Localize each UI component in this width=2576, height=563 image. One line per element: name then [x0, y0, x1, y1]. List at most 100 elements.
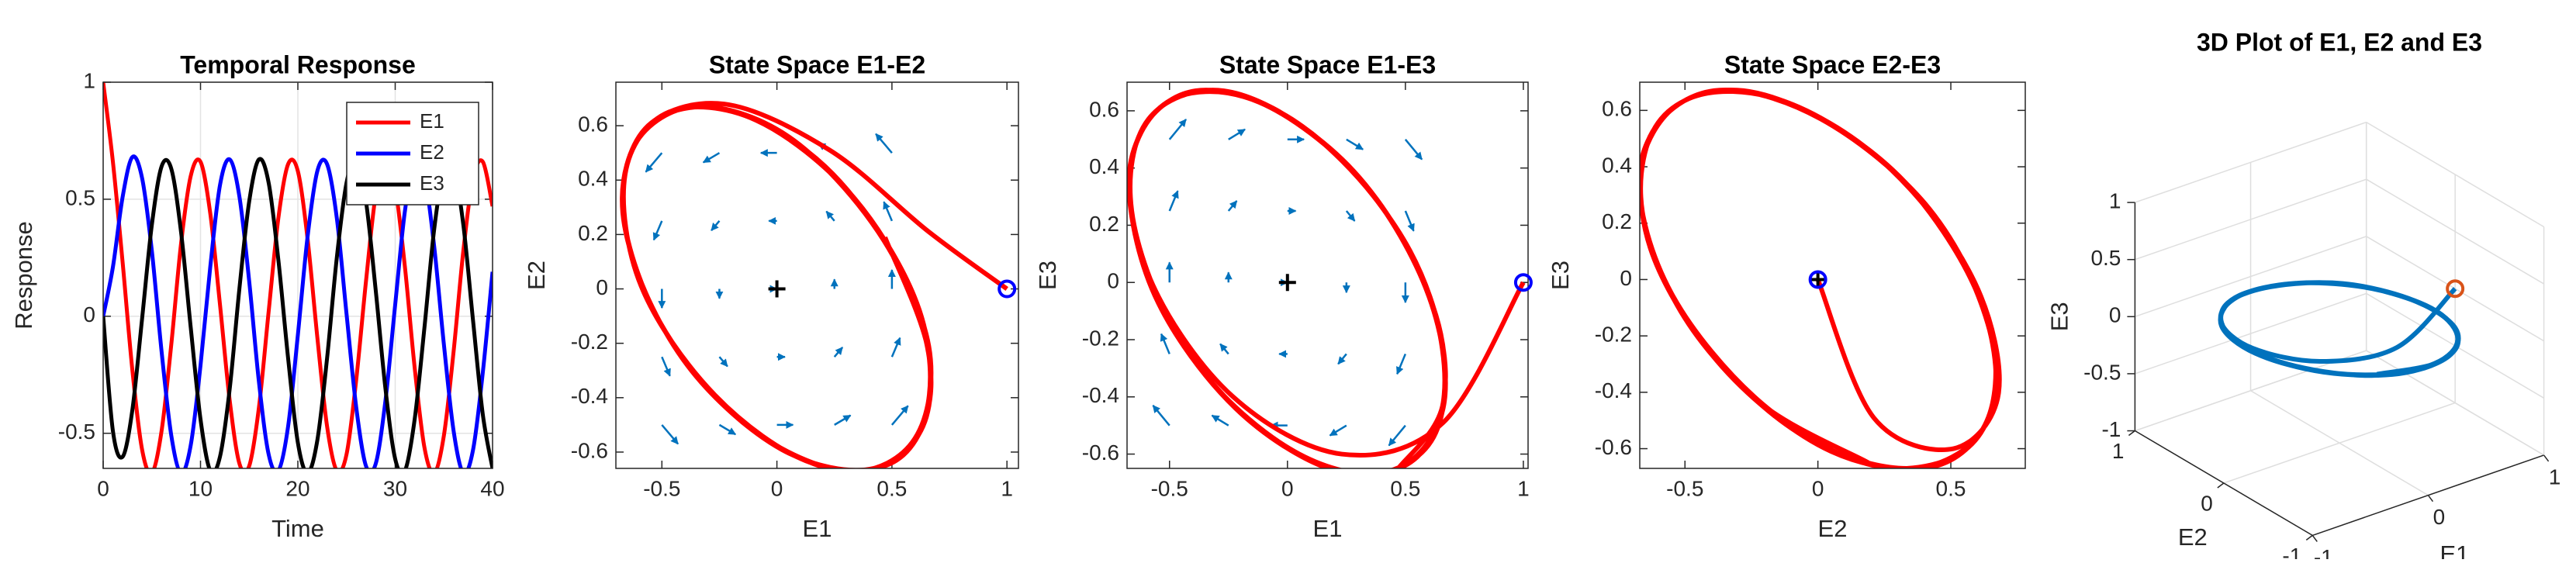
quiver-arrow: [834, 414, 852, 426]
panel: 0 10 20 30 40 -0.5 0 0.5 1 E1 E2 E3 Temporal Respons…: [10, 50, 504, 542]
grid-line: [2135, 121, 2367, 203]
y-tick-label: -0.6: [1082, 440, 1119, 465]
x-axis-label: E1: [2439, 541, 2469, 559]
start-marker: [2446, 279, 2465, 299]
legend-label: E1: [420, 109, 444, 133]
axes-frame: [615, 81, 1019, 469]
quiver-arrow: [1168, 119, 1187, 140]
quiver-arrow: [1346, 138, 1364, 150]
quiver-arrow: [1168, 190, 1179, 212]
x-tick-label: 0: [2433, 505, 2446, 529]
x-tick-label: 1: [2549, 465, 2561, 489]
x-tick-label: -0.5: [643, 476, 680, 500]
x-tick-label: 0: [771, 476, 783, 500]
quiver-arrow: [1345, 210, 1356, 222]
axis-line: [2135, 430, 2313, 537]
axes-frame: [1639, 81, 2026, 469]
start-marker: [1808, 270, 1827, 289]
quiver-arrow: [1160, 333, 1170, 354]
y-tick-label: -0.6: [571, 438, 608, 462]
y-axis-label: Response: [10, 221, 37, 330]
legend-label: E2: [420, 140, 444, 164]
quiver-arrow: [1219, 343, 1229, 355]
quiver-arrow: [825, 210, 835, 222]
series-line: [103, 157, 493, 468]
start-marker: [1513, 273, 1533, 292]
quiver-arrow: [661, 356, 671, 377]
x-tick-label: 10: [188, 476, 213, 500]
x-axis-label: E1: [1313, 515, 1343, 542]
trajectory: [1640, 88, 2002, 468]
legend: E1 E2 E3: [346, 102, 479, 206]
y-tick-label: 0.2: [1089, 212, 1119, 236]
y-tick: [2305, 534, 2313, 541]
y-tick: [2128, 430, 2135, 437]
axis-line: [2312, 454, 2544, 537]
y-axis-label: E3: [1547, 261, 1574, 290]
quiver-arrow: [718, 356, 728, 368]
quiver-arrow: [1228, 128, 1246, 140]
y-tick-label: 0.2: [578, 221, 608, 245]
quiver-arrow: [875, 133, 893, 154]
y-tick-label: -0.6: [1595, 435, 1632, 459]
chart-title: State Space E1-E2: [709, 50, 925, 78]
quiver-arrow: [1152, 405, 1170, 427]
y-tick-label: 0: [1620, 266, 1632, 290]
x-tick-label: -1: [2314, 545, 2333, 559]
y-tick-label: 0: [1107, 269, 1119, 293]
x-tick-label: 30: [383, 476, 407, 500]
x-tick: [2427, 495, 2434, 503]
quiver-arrow: [1404, 210, 1415, 232]
x-tick-label: 0: [1281, 476, 1294, 500]
y-axis-label: E3: [1034, 261, 1061, 290]
trajectory: [1127, 88, 1526, 468]
y-axis-label: E2: [2178, 523, 2208, 551]
panel: -0.5 0 0.5 -0.6 -0.4 -0.2 0 0.2 0.4 0.6 State Spac…: [1547, 50, 2026, 542]
x-axis-label: Time: [271, 515, 324, 542]
x-axis-label: E2: [1818, 515, 1848, 542]
quiver-arrow: [883, 201, 894, 222]
quiver-arrow: [1404, 138, 1423, 161]
axes-frame: [102, 81, 493, 469]
quiver-arrow: [1329, 424, 1347, 437]
panel: -0.5 0 0.5 1 -0.6 -0.4 -0.2 0 0.2 0.4 0.6 State Spa…: [1034, 50, 1530, 542]
x-tick-label: 0: [97, 476, 109, 500]
chart-title: Temporal Response: [180, 50, 415, 78]
start-marker: [998, 279, 1017, 299]
y-tick-label: 0.6: [1602, 97, 1632, 121]
chart-title: State Space E1-E3: [1219, 50, 1436, 78]
y-tick-label: 0: [596, 275, 608, 299]
y-tick-label: -0.4: [571, 384, 608, 408]
x-tick-label: 1: [1517, 476, 1530, 500]
y-tick-label: 0: [83, 302, 95, 326]
x-tick-label: 1: [1001, 476, 1013, 500]
y-tick-label: 0.6: [1089, 97, 1119, 121]
quiver-arrow: [645, 152, 663, 173]
quiver-arrow: [711, 220, 721, 231]
plot-content: [1127, 88, 1526, 468]
legend-label: E3: [420, 171, 444, 195]
grid-line: [2135, 350, 2367, 432]
x-tick-label: 0: [1812, 476, 1824, 500]
plot-area: [616, 82, 1018, 468]
quiver-arrow: [1388, 424, 1406, 447]
x-tick-label: -0.5: [1666, 476, 1703, 500]
plot-content: [1640, 88, 2002, 468]
plot-area: [1640, 82, 2025, 468]
x-tick: [2543, 454, 2550, 462]
y-tick-label: -0.2: [1082, 326, 1119, 350]
y-tick-label: -0.4: [1082, 383, 1119, 407]
quiver-arrow: [718, 423, 737, 436]
plot-content: [620, 101, 1008, 468]
equilibrium-marker: [1278, 274, 1296, 292]
quiver-arrow: [890, 405, 909, 426]
x-tick-label: 0.5: [877, 476, 907, 500]
y-tick-label: 1: [2112, 439, 2125, 463]
quiver-arrow: [652, 220, 663, 241]
y-tick-label: 0.5: [65, 185, 95, 209]
quiver-arrow: [1396, 353, 1407, 375]
x-tick-label: 0.5: [1936, 476, 1966, 500]
panel: -0.5 0 0.5 1 -0.6 -0.4 -0.2 0 0.2 0.4 0.6 State Spa…: [523, 50, 1019, 542]
x-tick-label: -0.5: [1151, 476, 1188, 500]
